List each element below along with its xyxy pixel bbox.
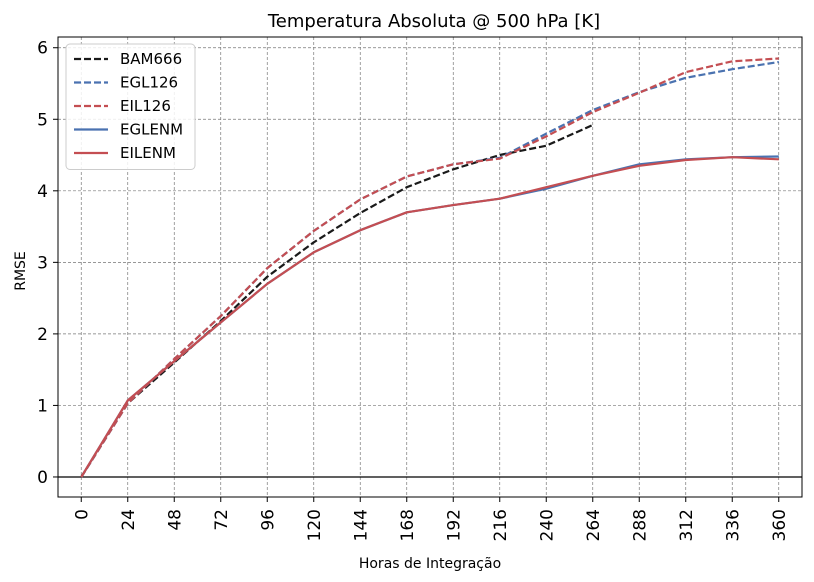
series-line-eglenm [80,155,779,478]
legend-label: EGL126 [120,74,178,92]
legend-label: BAM666 [120,50,182,68]
legend-label: EILENM [120,144,176,162]
x-tick-label: 264 [584,509,604,541]
x-tick-label: 336 [723,509,743,541]
x-tick-label: 144 [351,509,371,541]
x-axis-label: Horas de Integração [359,556,501,572]
x-tick-label: 312 [677,509,697,541]
legend-label: EIL126 [120,97,171,115]
y-tick-label: 0 [37,468,48,488]
x-axis: 0 24 48 72 96 120 144 168 192 216 240 264 288 312 336 3… [72,497,790,541]
x-tick-label: 0 [72,509,92,520]
x-tick-label: 24 [119,509,139,531]
y-tick-label: 4 [37,182,48,202]
legend-label: EGLENM [120,121,183,139]
series-layer [80,57,779,478]
x-tick-label: 168 [398,509,418,541]
y-tick-label: 2 [37,325,48,345]
plot-frame [57,36,803,498]
x-tick-label: 360 [770,509,790,541]
series-line-eilenm [80,156,779,478]
x-tick-label: 216 [491,509,511,541]
chart-title: Temperatura Absoluta @ 500 hPa [K] [267,11,600,32]
series-line-eil126 [80,57,779,478]
y-tick-label: 6 [37,39,48,59]
x-tick-label: 192 [444,509,464,541]
x-tick-label: 120 [305,509,325,541]
series-line-bam666 [80,123,594,478]
x-tick-label: 288 [630,509,650,541]
y-tick-label: 5 [37,110,48,130]
x-tick-label: 240 [537,509,557,541]
y-axis: 0 1 2 3 4 5 6 [37,39,58,488]
legend: BAM666 EGL126 EIL126 EGLENM EILENM [65,43,196,170]
x-tick-label: 72 [212,509,232,531]
x-tick-label: 96 [258,509,278,531]
y-tick-label: 1 [37,396,48,416]
y-tick-label: 3 [37,253,48,273]
legend-box [65,43,196,170]
y-axis-label: RMSE [13,251,29,291]
x-tick-label: 48 [165,509,185,531]
